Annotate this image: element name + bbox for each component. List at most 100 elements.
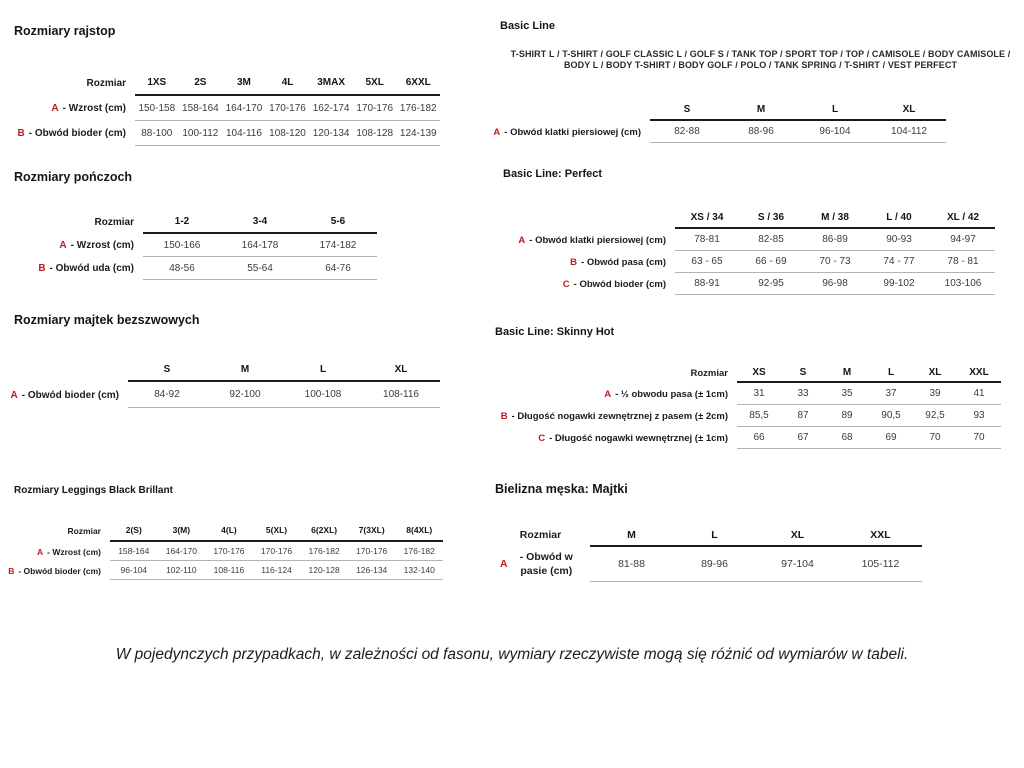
cell-value: 88-96 <box>724 121 798 143</box>
column-header: 6XXL <box>396 70 441 96</box>
cell-value: 70 <box>957 427 1001 449</box>
cell-value: 90-93 <box>867 229 931 251</box>
cell-value: 89 <box>825 405 869 427</box>
section-title-majtki-bezszwowe: Rozmiary majtek bezszwowych <box>14 313 200 327</box>
column-header: XL <box>913 363 957 383</box>
cell-value: 120-134 <box>309 121 353 146</box>
cell-value: 170-176 <box>352 96 397 121</box>
cell-value: 93 <box>957 405 1001 427</box>
row-letter: B <box>570 256 578 268</box>
cell-value: 108-120 <box>265 121 310 146</box>
column-header: 2S <box>178 70 223 96</box>
cell-value: 82-85 <box>739 229 803 251</box>
cell-value: 88-100 <box>135 121 179 146</box>
table-row: C- Obwód bioder (cm) 88-91 92-95 96-98 99-10… <box>505 273 995 295</box>
column-header: XL / 42 <box>931 207 995 229</box>
row-label: A - Obwód w pasie (cm) <box>500 547 590 582</box>
column-header: L <box>798 99 872 121</box>
column-header: M <box>724 99 798 121</box>
row-label-text: - Obwód bioder (cm) <box>573 278 666 290</box>
row-label-text: - Wzrost (cm) <box>62 103 126 114</box>
cell-value: 92,5 <box>913 405 957 427</box>
cell-value: 48-56 <box>143 257 221 280</box>
cell-value: 85,5 <box>737 405 781 427</box>
column-header: XXL <box>839 525 922 547</box>
cell-value: 120-128 <box>300 561 348 580</box>
row-letter: A <box>518 234 526 246</box>
row-label-text: - Obwód bioder (cm) <box>18 565 101 576</box>
row-label: B- Obwód bioder (cm) <box>18 121 135 146</box>
table-header-row: Rozmiar 1XS 2S 3M 4L 3MAX 5XL 6XXL <box>20 70 441 96</box>
cell-value: 176-182 <box>300 542 348 561</box>
row-letter: A <box>500 557 508 570</box>
column-header: 5-6 <box>299 210 377 234</box>
disclaimer-note: W pojedynczych przypadkach, w zależności… <box>115 646 909 663</box>
row-label-text: - Wzrost (cm) <box>47 546 101 557</box>
cell-value: 103-106 <box>931 273 995 295</box>
basic-line-product-list: T-SHIRT L / T-SHIRT / GOLF CLASSIC L / G… <box>510 49 1011 70</box>
size-table-ponczochy: Rozmiar 1-2 3-4 5-6 A - Wzrost (cm) 150-166 164… <box>15 210 377 280</box>
row-label-text: - Obwód bioder (cm) <box>28 128 126 139</box>
column-header: XL <box>756 525 839 547</box>
cell-value: 170-176 <box>347 542 396 561</box>
size-table-majtki-bezszwowe: S M L XL A - Obwód bioder (cm) 84-92 92-100 100-… <box>8 358 440 408</box>
row-letter: C <box>538 432 546 444</box>
row-letter: A <box>493 126 501 138</box>
cell-value: 126-134 <box>347 561 396 580</box>
column-header: L <box>284 358 362 382</box>
cell-value: 74 - 77 <box>867 251 931 273</box>
table-row: B- Obwód pasa (cm) 63 - 65 66 - 69 70 - 73 7… <box>505 251 995 273</box>
cell-value: 116-124 <box>252 561 301 580</box>
cell-value: 64-76 <box>299 257 377 280</box>
row-letter: A <box>37 546 44 557</box>
size-table-basic-line-perfect: XS / 34 S / 36 M / 38 L / 40 XL / 42 A - Obwód… <box>505 207 995 295</box>
column-header: XS <box>737 363 781 383</box>
size-table-basic-line-skinny-hot: Rozmiar XS S M L XL XXL A - ½ obwodu pasa (± 1cm… <box>495 363 1001 449</box>
row-label: A- Obwód bioder (cm) <box>8 382 128 408</box>
column-header: S / 36 <box>739 207 803 229</box>
cell-value: 104-116 <box>222 121 266 146</box>
cell-value: 105-112 <box>839 547 922 582</box>
section-title-basic-line: Basic Line <box>500 20 556 32</box>
row-label: C- Obwód bioder (cm) <box>505 273 675 295</box>
cell-value: 37 <box>869 383 913 405</box>
cell-value: 88-91 <box>675 273 739 295</box>
row-letter: A <box>59 240 67 251</box>
size-table-basic-line: S M L XL A - Obwód klatki piersiowej (cm) 82-8… <box>493 99 946 143</box>
corner-label <box>500 99 650 121</box>
column-header: S <box>650 99 724 121</box>
cell-value: 164-170 <box>157 542 206 561</box>
row-label: A- Obwód klatki piersiowej (cm) <box>505 229 675 251</box>
table-row: B- Długość nogawki zewnętrznej z pasem (… <box>495 405 1001 427</box>
row-label-text: - ½ obwodu pasa (± 1cm) <box>615 388 728 400</box>
column-header: XS / 34 <box>675 207 739 229</box>
cell-value: 78-81 <box>675 229 739 251</box>
column-header: 5(XL) <box>252 520 301 542</box>
size-table-rajstop: Rozmiar 1XS 2S 3M 4L 3MAX 5XL 6XXL A - Wzrost (cm… <box>18 70 441 146</box>
row-label: A- Wzrost (cm) <box>10 542 110 561</box>
column-header: XL <box>872 99 946 121</box>
cell-value: 100-112 <box>178 121 223 146</box>
table-row: A- Wzrost (cm) 150-158 158-164 164-170 170-1… <box>20 96 441 121</box>
row-label: B- Obwód uda (cm) <box>15 257 143 280</box>
row-label-text: - Obwód klatki piersiowej (cm) <box>504 126 641 138</box>
cell-value: 90,5 <box>869 405 913 427</box>
row-label: B- Obwód pasa (cm) <box>505 251 675 273</box>
column-header: S <box>128 358 206 382</box>
column-header: 4(L) <box>205 520 253 542</box>
column-header: 1-2 <box>143 210 221 234</box>
table-row: C- Długość nogawki wewnętrznej (± 1cm) 66… <box>495 427 1001 449</box>
column-header: L / 40 <box>867 207 931 229</box>
column-header: 1XS <box>135 70 179 96</box>
cell-value: 94-97 <box>931 229 995 251</box>
cell-value: 132-140 <box>395 561 444 580</box>
cell-value: 170-176 <box>252 542 301 561</box>
column-header: 6(2XL) <box>300 520 348 542</box>
section-title-ponczochy: Rozmiary pończoch <box>14 170 133 184</box>
cell-value: 31 <box>737 383 781 405</box>
cell-value: 87 <box>781 405 825 427</box>
row-label-text: - Wzrost (cm) <box>70 240 134 251</box>
cell-value: 86-89 <box>803 229 867 251</box>
cell-value: 97-104 <box>756 547 839 582</box>
